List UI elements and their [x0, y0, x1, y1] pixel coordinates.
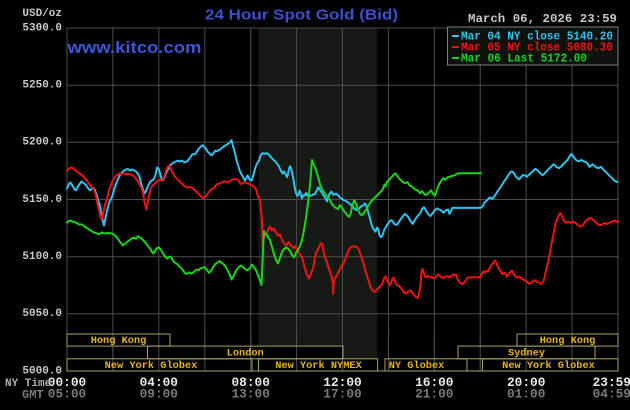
- svg-text:New York NYMEX: New York NYMEX: [275, 360, 362, 372]
- svg-text:Mar 04 NY close 5140.20: Mar 04 NY close 5140.20: [461, 30, 613, 44]
- svg-text:London: London: [227, 348, 264, 360]
- svg-text:20:00: 20:00: [507, 375, 545, 390]
- svg-text:GMT: GMT: [22, 388, 44, 402]
- svg-text:5050.0: 5050.0: [22, 308, 62, 320]
- svg-text:Hong Kong: Hong Kong: [91, 335, 147, 347]
- svg-text:21:00: 21:00: [415, 387, 453, 402]
- svg-text:05:00: 05:00: [48, 387, 86, 402]
- svg-text:Mar 06 Last 5172.00: Mar 06 Last 5172.00: [461, 52, 587, 66]
- svg-text:04:00: 04:00: [140, 375, 178, 390]
- svg-text:08:00: 08:00: [231, 375, 269, 390]
- svg-text:NY Globex: NY Globex: [389, 360, 445, 372]
- svg-text:04:59: 04:59: [593, 387, 630, 402]
- svg-text:Mar 05 NY close 5080.30: Mar 05 NY close 5080.30: [461, 41, 613, 55]
- svg-text:5150.0: 5150.0: [22, 194, 62, 206]
- svg-text:12:00: 12:00: [323, 375, 361, 390]
- svg-text:Hong Kong: Hong Kong: [540, 335, 596, 347]
- svg-text:5250.0: 5250.0: [22, 80, 62, 92]
- svg-text:USD/oz: USD/oz: [22, 8, 62, 20]
- svg-text:00:00: 00:00: [48, 375, 86, 390]
- svg-text:16:00: 16:00: [415, 375, 453, 390]
- svg-text:17:00: 17:00: [323, 387, 361, 402]
- svg-text:01:00: 01:00: [507, 387, 545, 402]
- svg-text:New York Globex: New York Globex: [105, 360, 198, 372]
- svg-text:24 Hour Spot Gold (Bid): 24 Hour Spot Gold (Bid): [205, 7, 398, 24]
- svg-text:23:59: 23:59: [593, 375, 630, 390]
- svg-text:Sydney: Sydney: [508, 348, 545, 360]
- svg-text:5100.0: 5100.0: [22, 251, 62, 263]
- svg-text:NY Time: NY Time: [5, 378, 52, 390]
- svg-text:March 06, 2026 23:59: March 06, 2026 23:59: [468, 12, 617, 26]
- svg-text:5000.0: 5000.0: [22, 365, 62, 377]
- svg-text:5200.0: 5200.0: [22, 137, 62, 149]
- svg-text:5300.0: 5300.0: [22, 22, 62, 34]
- svg-text:09:00: 09:00: [140, 387, 178, 402]
- svg-text:www.kitco.com: www.kitco.com: [66, 38, 201, 57]
- svg-text:New York Globex: New York Globex: [502, 360, 595, 372]
- svg-text:13:00: 13:00: [231, 387, 269, 402]
